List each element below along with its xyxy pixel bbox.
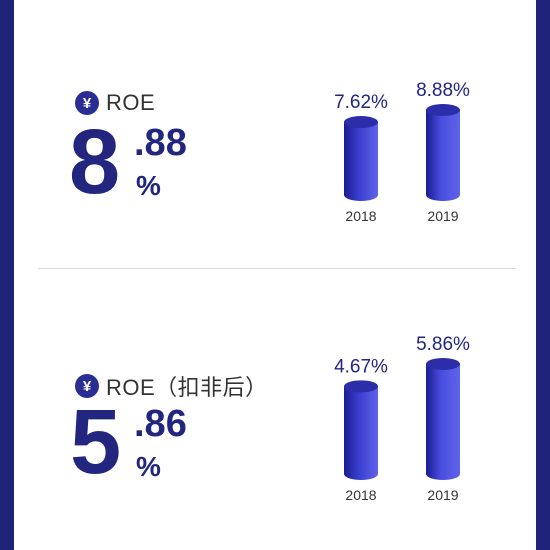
metric-label: ROE <box>106 90 156 115</box>
yen-icon: ¥ <box>75 91 99 115</box>
bar-value-label: 8.88% <box>416 80 470 101</box>
roe-bar-chart: 7.62% 2018 8.88% 2019 <box>314 0 536 268</box>
bar-2018 <box>344 386 378 480</box>
bar-cap-2018 <box>344 116 378 129</box>
metric-value-unit: % <box>136 451 161 482</box>
metric-value-unit: % <box>136 170 161 201</box>
x-tick-label: 2018 <box>345 487 376 503</box>
roe-panel: ¥ ROE 8 .88 % 7.62% 2018 8.88% 2019 <box>14 0 536 268</box>
metric-value-integer: 5 <box>70 391 122 493</box>
x-tick-label: 2019 <box>427 487 458 503</box>
metric-value-decimal: .86 <box>134 403 187 445</box>
bar-2018 <box>344 122 378 201</box>
metric-label-row: ¥ ROE <box>75 90 155 116</box>
bar-value-label: 5.86% <box>416 334 470 355</box>
roe-adjusted-bar-chart-svg: 4.67% 2018 5.86% 2019 <box>334 334 470 503</box>
bar-cap-2019 <box>426 358 460 370</box>
roe-adjusted-panel: ¥ ROE（扣非后） 5 .86 % 4.67% 2018 5.86% 2019 <box>14 269 536 537</box>
x-tick-label: 2018 <box>345 208 376 224</box>
x-tick-label: 2019 <box>427 208 458 224</box>
metric-value-integer: 8 <box>69 111 121 213</box>
metric-label-row: ¥ ROE（扣非后） <box>75 370 268 402</box>
metric-label: ROE（扣非后） <box>106 375 268 400</box>
bar-cap-2018 <box>344 380 378 393</box>
bar-cap-2019 <box>426 104 460 116</box>
bar-2019 <box>426 110 460 201</box>
bar-value-label: 7.62% <box>334 92 388 113</box>
frame-left-border <box>0 0 14 550</box>
roe-adjusted-bar-chart: 4.67% 2018 5.86% 2019 <box>314 269 536 537</box>
yen-icon: ¥ <box>75 374 99 398</box>
metric-value-decimal: .88 <box>134 122 187 164</box>
bar-value-label: 4.67% <box>334 356 388 377</box>
roe-bar-chart-svg: 7.62% 2018 8.88% 2019 <box>334 80 470 224</box>
bar-2019 <box>426 364 460 480</box>
section-divider <box>38 268 516 269</box>
frame-right-border <box>536 0 550 550</box>
